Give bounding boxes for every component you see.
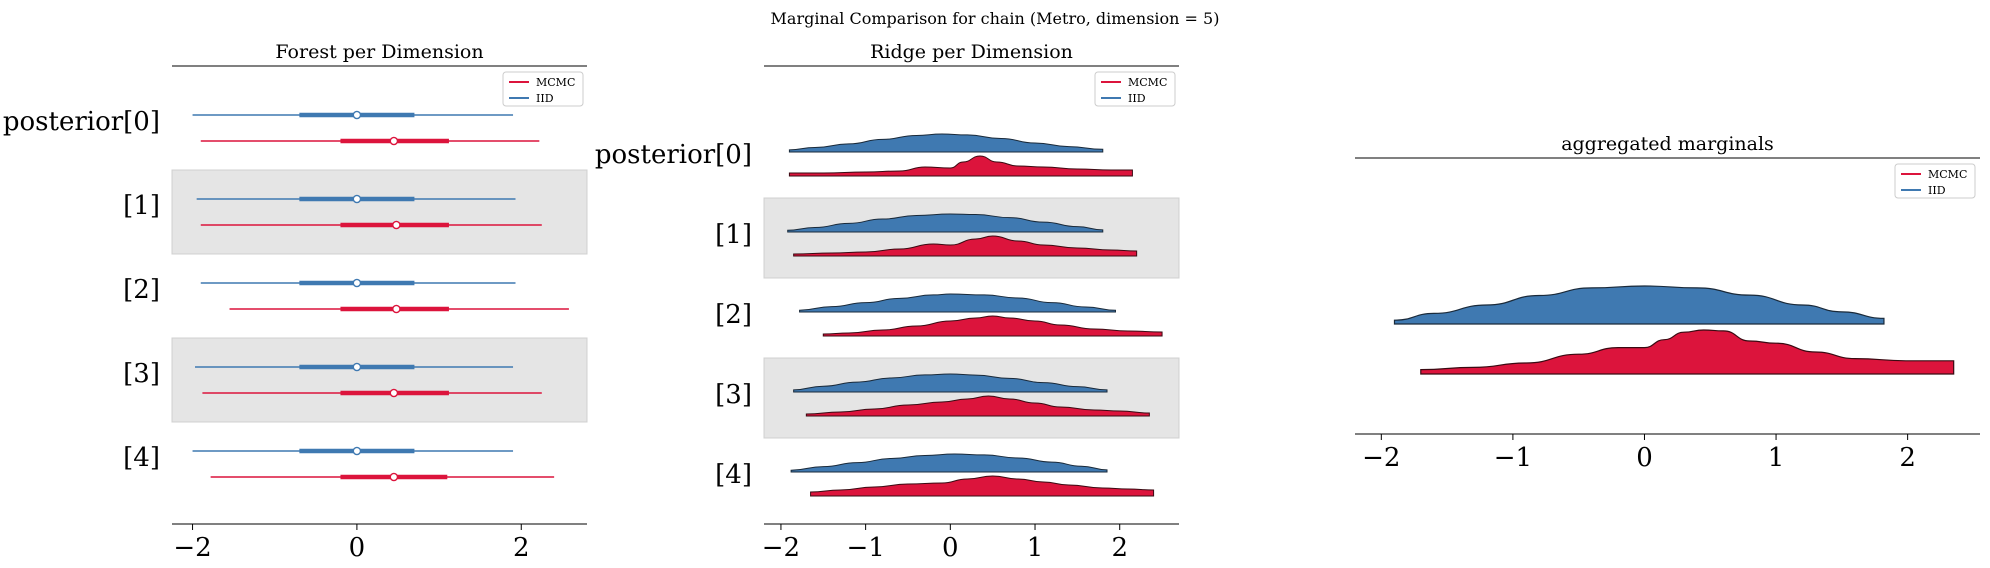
legend-label-mcmc: MCMC: [536, 76, 575, 89]
forest-median-iid: [352, 194, 362, 204]
x-tick-label: 0: [1636, 443, 1653, 473]
x-tick-label: −2: [762, 533, 800, 563]
ridge-panel: posterior[0] [1] [2] [3] [4] Ridge per Dimens…: [595, 41, 1180, 563]
x-tick-label: 1: [1768, 443, 1785, 473]
panel-title: Ridge per Dimension: [870, 41, 1073, 63]
x-tick-label: 2: [1899, 443, 1916, 473]
row-label: [1]: [715, 220, 752, 250]
x-tick-label: 0: [349, 533, 366, 563]
ridge-mcmc: [810, 475, 1155, 497]
ridge-iid: [793, 373, 1108, 393]
forest-median-iid: [352, 362, 362, 372]
forest-median-mcmc: [389, 472, 399, 482]
x-tick-label: −2: [1362, 443, 1400, 473]
row-label: [2]: [123, 275, 160, 305]
row-label: [3]: [123, 359, 160, 389]
forest-panel: posterior[0] [1] [2] [3] [4] Forest per Dimen…: [3, 41, 588, 563]
x-tick-label: −1: [846, 533, 884, 563]
forest-median-mcmc: [389, 136, 399, 146]
forest-median-mcmc: [392, 304, 401, 314]
forest-median-iid: [352, 446, 362, 456]
row-label: [3]: [715, 380, 752, 410]
aggregated-ridge-iid: [1393, 285, 1885, 325]
ridge-iid: [788, 133, 1104, 153]
row-label: [1]: [123, 191, 160, 221]
ridge-iid: [787, 213, 1104, 233]
ridge-mcmc: [788, 155, 1133, 177]
legend-label-iid: IID: [1928, 184, 1946, 197]
x-tick-label: 2: [1111, 533, 1128, 563]
forest-median-mcmc: [392, 220, 401, 230]
forest-median-iid: [352, 278, 362, 288]
legend-label-iid: IID: [1128, 92, 1146, 105]
legend-label-iid: IID: [536, 92, 554, 105]
row-label: [4]: [715, 460, 752, 490]
panel-title: aggregated marginals: [1561, 133, 1774, 155]
figure-title: Marginal Comparison for chain (Metro, di…: [771, 9, 1220, 28]
forest-median-mcmc: [389, 388, 399, 398]
row-band: [763, 357, 1180, 439]
ridge-mcmc: [793, 235, 1138, 257]
row-label: posterior[0]: [595, 140, 752, 170]
ridge-iid: [790, 453, 1108, 473]
row-band: [171, 169, 588, 255]
row-band: [763, 197, 1180, 279]
x-tick-label: 0: [942, 533, 959, 563]
legend-label-mcmc: MCMC: [1128, 76, 1167, 89]
ridge-mcmc: [805, 395, 1150, 417]
row-label: posterior[0]: [3, 107, 160, 137]
aggregated-panel: aggregated marginals −2 −1 0 1 2 MCMC IID: [1355, 133, 1980, 473]
ridge-mcmc: [822, 315, 1163, 337]
legend-label-mcmc: MCMC: [1928, 168, 1967, 181]
x-tick-label: 2: [513, 533, 530, 563]
aggregated-ridge-mcmc: [1420, 329, 1955, 375]
row-label: [4]: [123, 443, 160, 473]
x-tick-label: −1: [1494, 443, 1532, 473]
panel-title: Forest per Dimension: [275, 41, 483, 63]
row-label: [2]: [715, 300, 752, 330]
x-tick-label: 1: [1027, 533, 1044, 563]
forest-median-iid: [352, 110, 362, 120]
x-tick-label: −2: [173, 533, 211, 563]
row-band: [171, 337, 588, 423]
ridge-iid: [799, 293, 1116, 313]
